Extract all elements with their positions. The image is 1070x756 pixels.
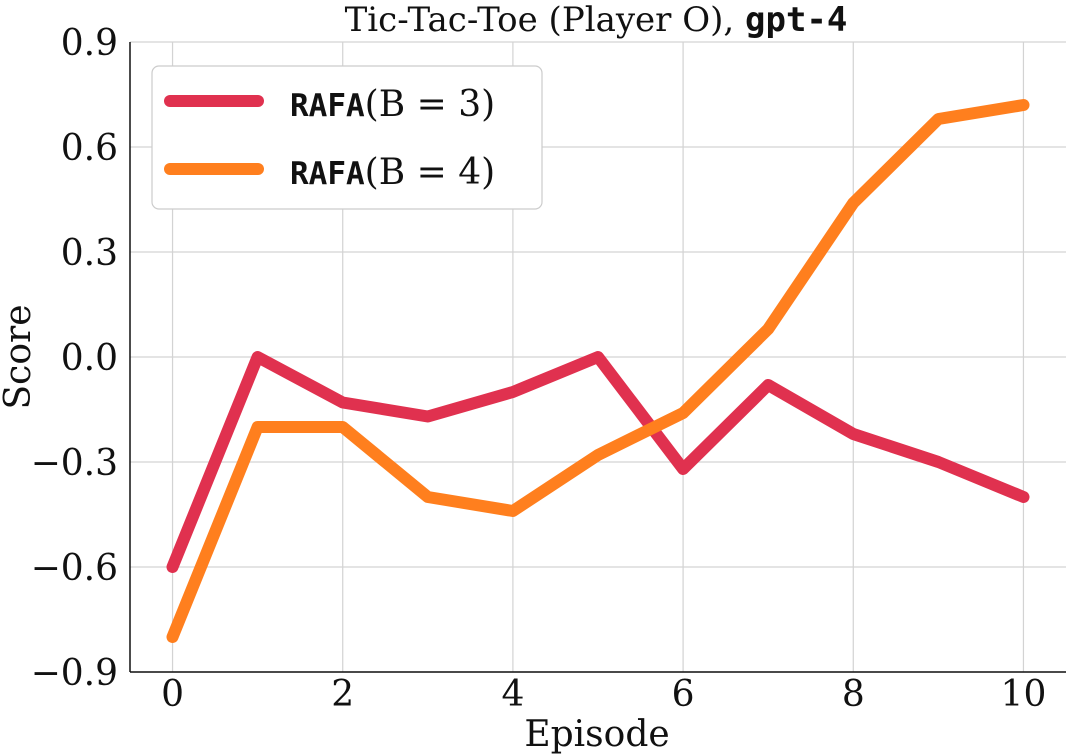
y-tick-label: −0.3 xyxy=(31,443,118,484)
y-tick-label: 0.0 xyxy=(61,338,118,379)
legend-label-b4: RAFA(B = 4) xyxy=(290,152,495,193)
y-axis-label: Score xyxy=(0,304,39,409)
legend-label-b4-budget: (B = 4) xyxy=(365,152,496,193)
x-tick-label: 6 xyxy=(672,674,695,715)
x-tick-label: 2 xyxy=(331,674,354,715)
series-lines xyxy=(166,99,1030,643)
series-line-0 xyxy=(166,351,1030,573)
axes xyxy=(129,42,1066,673)
legend-label-b4-method: RAFA xyxy=(290,156,365,192)
legend: RAFA(B = 3) RAFA(B = 4) xyxy=(151,65,543,210)
y-tick-label: 0.3 xyxy=(61,233,118,274)
x-axis-label: Episode xyxy=(524,714,669,755)
x-tick-label: 4 xyxy=(501,674,524,715)
x-tick-label: 0 xyxy=(161,674,184,715)
y-tick-label: 0.9 xyxy=(61,23,118,64)
tick-labels: 0 2 4 6 8 10 −0.9 −0.6 −0.3 0.0 0.3 0.6 0.9 xyxy=(31,23,1047,715)
x-tick-label: 8 xyxy=(842,674,865,715)
y-tick-label: 0.6 xyxy=(61,128,118,169)
legend-label-b3-budget: (B = 3) xyxy=(365,84,496,125)
chart-title: Tic-Tac-Toe (Player O), gpt-4 xyxy=(345,0,848,40)
chart-title-main: Tic-Tac-Toe (Player O), xyxy=(345,0,745,40)
x-tick-label: 10 xyxy=(1001,674,1047,715)
series-line-1 xyxy=(166,99,1030,643)
y-tick-label: −0.6 xyxy=(31,548,118,589)
legend-label-b3: RAFA(B = 3) xyxy=(290,84,495,125)
y-tick-label: −0.9 xyxy=(31,653,118,694)
legend-label-b3-method: RAFA xyxy=(290,88,365,124)
chart-title-model: gpt-4 xyxy=(745,0,847,40)
